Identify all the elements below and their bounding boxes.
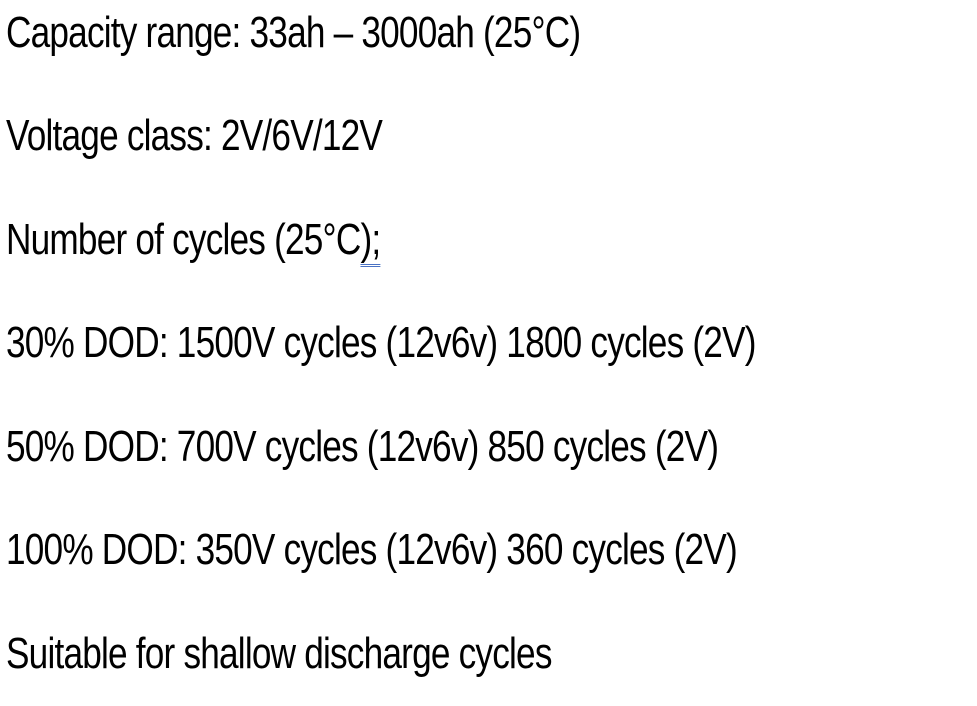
- suitability-line: Suitable for shallow discharge cycles: [6, 629, 552, 678]
- voltage-class-line: Voltage class: 2V/6V/12V: [6, 111, 383, 160]
- dod-50-line: 50% DOD: 700V cycles (12v6v) 850 cycles …: [6, 422, 719, 471]
- dod-30-line: 30% DOD: 1500V cycles (12v6v) 1800 cycle…: [6, 318, 756, 367]
- number-of-cycles-text: Number of cycles (25°C: [6, 215, 361, 264]
- number-of-cycles-line: Number of cycles (25°C);: [6, 213, 381, 267]
- number-of-cycles-marked-text: );: [360, 215, 381, 264]
- capacity-range-line: Capacity range: 33ah – 3000ah (25°C): [6, 8, 581, 57]
- dod-100-line: 100% DOD: 350V cycles (12v6v) 360 cycles…: [6, 525, 738, 574]
